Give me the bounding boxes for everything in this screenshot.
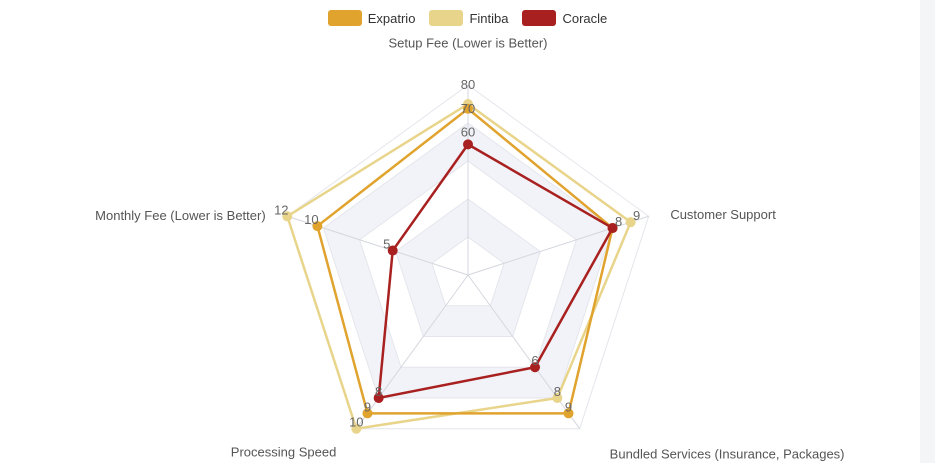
axis-label: Setup Fee (Lower is Better) (389, 36, 548, 51)
data-point-expatrio[interactable] (463, 103, 473, 114)
data-point-fintiba[interactable] (552, 392, 563, 403)
data-point-fintiba[interactable] (282, 211, 293, 222)
data-point-coracle[interactable] (530, 362, 541, 373)
tick-label: 8 (375, 384, 382, 399)
tick-label: 70 (461, 101, 475, 116)
data-point-fintiba[interactable] (351, 423, 362, 434)
legend-item-expatrio[interactable]: Expatrio (327, 10, 416, 26)
tick-label: 8 (554, 384, 561, 399)
radar-labels: Setup Fee (Lower is Better) Customer Supp… (95, 36, 844, 462)
data-point-coracle[interactable] (387, 245, 398, 256)
legend-swatch-coracle (522, 10, 557, 26)
tick-label: 10 (349, 415, 363, 430)
series-line-coracle (377, 143, 614, 400)
tick-label: 8 (615, 214, 622, 229)
tick-label: 9 (633, 208, 640, 223)
tick-label: 5 (383, 237, 390, 252)
axis-label: Bundled Services (Insurance, Packages) (610, 447, 845, 462)
legend-label-coracle: Coracle (562, 10, 608, 26)
axis-label: Customer Support (670, 207, 776, 222)
legend-swatch-expatrio (327, 10, 362, 26)
radar-axes (287, 85, 649, 430)
axis-line (467, 215, 649, 276)
legend-item-coracle[interactable]: Coracle (522, 10, 607, 26)
data-point-coracle[interactable] (463, 139, 473, 150)
axis-label: Monthly Fee (Lower is Better) (95, 208, 266, 223)
tick-label: 80 (461, 77, 475, 92)
tick-label: 9 (364, 399, 371, 414)
series-line-expatrio (316, 107, 614, 415)
data-point-expatrio[interactable] (563, 408, 574, 419)
tick-label: 12 (274, 202, 288, 217)
axis-line (355, 274, 469, 430)
radar-series (282, 99, 636, 434)
legend-swatch-fintiba (429, 10, 464, 26)
tick-label: 9 (565, 399, 572, 414)
legend-label-fintiba: Fintiba (469, 10, 509, 26)
data-point-coracle[interactable] (607, 223, 618, 234)
legend: Expatrio Fintiba Coracle (0, 10, 935, 26)
data-point-fintiba[interactable] (625, 217, 636, 228)
legend-label-expatrio: Expatrio (367, 10, 416, 26)
data-point-coracle[interactable] (373, 392, 384, 403)
tick-label: 60 (461, 125, 475, 140)
data-point-expatrio[interactable] (312, 221, 323, 232)
axis-label: Processing Speed (231, 445, 337, 460)
axis-line (467, 274, 581, 430)
tick-label: 10 (304, 212, 318, 227)
legend-item-fintiba[interactable]: Fintiba (429, 10, 508, 26)
page-edge-strip (920, 0, 935, 463)
data-point-expatrio[interactable] (362, 408, 373, 419)
tick-label: 6 (531, 353, 538, 368)
